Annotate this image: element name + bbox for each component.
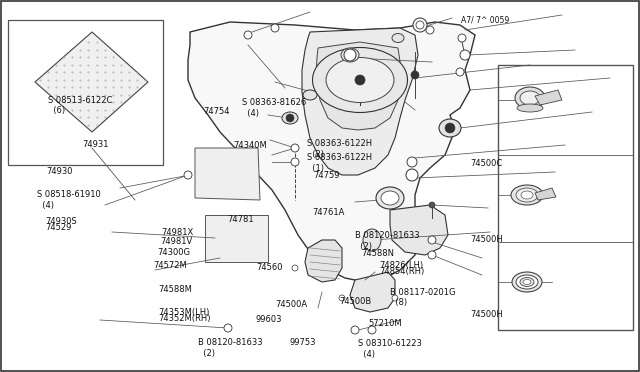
Circle shape [413,18,427,32]
Circle shape [224,324,232,332]
Ellipse shape [516,275,538,289]
Text: 74529: 74529 [45,223,71,232]
Text: 74572M: 74572M [154,262,188,270]
Text: 74300G: 74300G [157,248,190,257]
Text: 74930: 74930 [46,167,72,176]
Ellipse shape [363,229,381,251]
Bar [8,20,163,165]
Text: 74854(RH): 74854(RH) [379,267,424,276]
Text: 74754: 74754 [204,107,230,116]
Circle shape [429,202,435,208]
Polygon shape [305,240,342,282]
Polygon shape [302,28,418,175]
Ellipse shape [439,119,461,137]
Circle shape [355,75,365,85]
Circle shape [460,50,470,60]
Polygon shape [35,32,148,132]
Circle shape [407,157,417,167]
Text: S 08513-6122C
  (6): S 08513-6122C (6) [48,96,113,115]
Polygon shape [535,188,556,200]
Circle shape [291,144,299,152]
Text: 74560: 74560 [256,263,282,272]
Circle shape [411,71,419,79]
Circle shape [292,265,298,271]
Ellipse shape [392,33,404,42]
Ellipse shape [520,278,534,286]
Ellipse shape [520,91,540,105]
Text: 74759: 74759 [314,171,340,180]
Text: 74500H: 74500H [470,310,503,319]
Circle shape [339,295,345,301]
Text: 74930S: 74930S [45,217,77,226]
Ellipse shape [515,87,545,109]
Text: A7/ 7^ 0059: A7/ 7^ 0059 [461,16,509,25]
Ellipse shape [282,112,298,124]
Text: 74588N: 74588N [362,249,395,258]
Circle shape [406,169,418,181]
Circle shape [286,114,294,122]
Text: 74981V: 74981V [160,237,192,246]
Circle shape [445,123,455,133]
Circle shape [244,31,252,39]
Ellipse shape [523,279,531,285]
Ellipse shape [326,58,394,103]
Text: S 08363-81626
  (4): S 08363-81626 (4) [242,98,306,118]
Circle shape [416,21,424,29]
Text: 74931: 74931 [82,140,108,149]
Text: S 08363-6122H
  (2): S 08363-6122H (2) [307,139,372,158]
Polygon shape [535,90,562,105]
Text: B 08120-81633
  (2): B 08120-81633 (2) [355,231,420,251]
Ellipse shape [512,272,542,292]
Text: 74500C: 74500C [470,159,502,168]
Ellipse shape [511,185,543,205]
Polygon shape [350,272,395,312]
Text: 74500H: 74500H [470,235,503,244]
Text: B 08117-0201G
  (8): B 08117-0201G (8) [390,288,456,307]
Circle shape [351,326,359,334]
Polygon shape [195,148,260,200]
Circle shape [458,34,466,42]
Circle shape [456,68,464,76]
Text: 74353M(LH): 74353M(LH) [159,308,210,317]
Text: S 08363-6122H
  (1): S 08363-6122H (1) [307,153,372,173]
Circle shape [271,24,279,32]
Text: 74761A: 74761A [312,208,345,217]
Text: S 08518-61910
  (4): S 08518-61910 (4) [37,190,101,210]
Text: 74781: 74781 [227,215,254,224]
Polygon shape [205,215,268,262]
Circle shape [392,295,398,301]
Circle shape [368,326,376,334]
Text: S 08310-61223
  (4): S 08310-61223 (4) [358,339,422,359]
Ellipse shape [381,191,399,205]
Ellipse shape [312,48,408,112]
Text: 57210M: 57210M [368,319,402,328]
Text: 74352M(RH): 74352M(RH) [159,314,211,323]
Text: 74981X: 74981X [161,228,193,237]
Polygon shape [188,22,475,282]
Ellipse shape [376,187,404,209]
Circle shape [428,236,436,244]
Text: 74500B: 74500B [339,297,371,306]
Ellipse shape [341,48,359,62]
Ellipse shape [516,188,538,202]
Text: 74500A: 74500A [275,300,307,309]
Text: 99753: 99753 [289,338,316,347]
Text: 74340M: 74340M [234,141,268,150]
Circle shape [184,171,192,179]
Circle shape [291,158,299,166]
Text: 74588M: 74588M [159,285,193,294]
Bar [498,65,633,330]
Polygon shape [316,42,402,130]
Circle shape [428,251,436,259]
Circle shape [344,49,356,61]
Text: 74826(LH): 74826(LH) [379,262,423,270]
Ellipse shape [521,191,533,199]
Text: 99603: 99603 [256,315,282,324]
Ellipse shape [517,104,543,112]
Ellipse shape [303,90,317,100]
Polygon shape [390,205,448,255]
Circle shape [426,26,434,34]
Text: B 08120-81633
  (2): B 08120-81633 (2) [198,338,263,357]
